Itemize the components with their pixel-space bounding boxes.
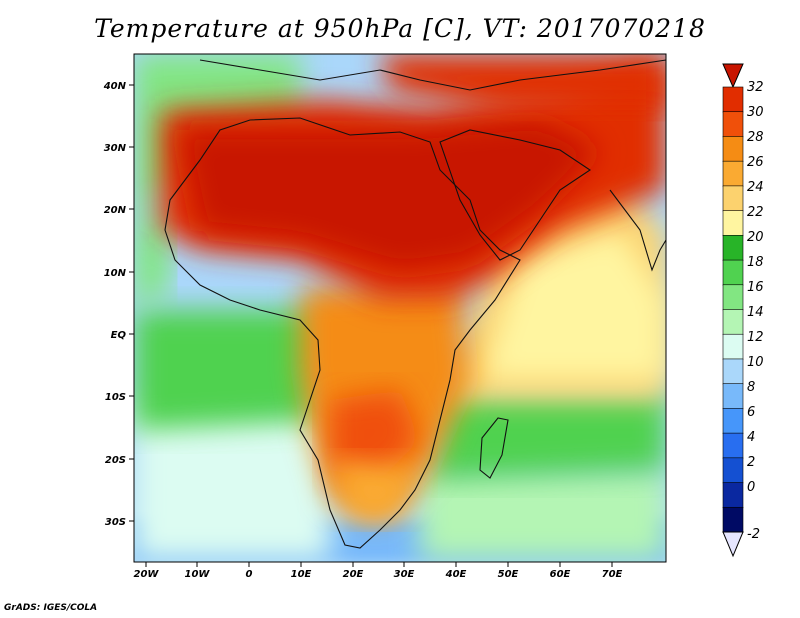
colorbar-segment <box>722 482 744 509</box>
colorbar-max-arrow <box>722 63 744 89</box>
lat-label: 10S <box>105 392 126 403</box>
colorbar-label: 0 <box>747 480 755 495</box>
lon-label: 60E <box>550 569 571 580</box>
colorbar-label: 2 <box>747 455 755 470</box>
colorbar-label: 4 <box>747 430 755 445</box>
lon-label: 70E <box>602 569 623 580</box>
colorbar-segment <box>722 235 744 261</box>
temperature-field <box>134 54 666 562</box>
colorbar-label: 12 <box>747 330 764 345</box>
lat-label: 40N <box>103 81 127 92</box>
colorbar-labels: 32 30 28 26 24 22 20 18 16 14 12 10 8 6 … <box>747 80 764 542</box>
lon-label: 40E <box>445 569 467 580</box>
lon-label: 50E <box>498 569 519 580</box>
colorbar: 32 30 28 26 24 22 20 18 16 14 12 10 8 6 … <box>722 63 764 558</box>
map-frame <box>133 53 667 563</box>
colorbar-label: 16 <box>747 280 764 295</box>
colorbar-segment <box>722 358 744 385</box>
colorbar-segment <box>722 309 744 336</box>
colorbar-segment <box>722 408 744 434</box>
colorbar-segment <box>722 210 744 237</box>
lat-label: 30S <box>105 517 126 528</box>
lat-label: 30N <box>104 143 127 154</box>
arabia-coastline <box>439 129 591 261</box>
lat-label: EQ <box>111 330 127 341</box>
colorbar-label: 26 <box>747 155 764 170</box>
colorbar-segment <box>722 185 744 212</box>
colorbar-label: 6 <box>747 405 755 420</box>
colorbar-label: 28 <box>747 130 764 145</box>
colorbar-segment <box>722 160 744 187</box>
colorbar-label: 14 <box>747 305 764 320</box>
grads-credit: GrADS: IGES/COLA <box>4 603 98 613</box>
longitude-labels: 20W 10W 0 10E 20E 30E 40E 50E 60E 70E <box>134 569 623 580</box>
lon-label: 20W <box>134 569 160 580</box>
colorbar-segment <box>722 383 744 410</box>
colorbar-segments <box>722 86 744 533</box>
africa-coastline <box>164 117 521 549</box>
colorbar-min-arrow <box>722 531 744 558</box>
colorbar-label: -2 <box>747 527 760 542</box>
colorbar-segment <box>722 457 744 484</box>
lat-label: 10N <box>104 268 127 279</box>
colorbar-label: 32 <box>747 80 764 95</box>
colorbar-segment <box>722 111 744 138</box>
colorbar-label: 24 <box>747 180 764 195</box>
lat-label: 20N <box>104 205 127 216</box>
axis-ticks <box>129 84 613 567</box>
colorbar-label: 20 <box>747 230 764 245</box>
lat-label: 20S <box>105 455 126 466</box>
europe-coastline <box>199 59 666 91</box>
lon-label: 10W <box>185 569 211 580</box>
colorbar-segment <box>722 259 744 286</box>
colorbar-label: 22 <box>747 205 764 220</box>
colorbar-segment <box>722 432 744 459</box>
colorbar-label: 18 <box>747 255 764 270</box>
colorbar-segment <box>722 333 744 360</box>
madagascar-coastline <box>479 417 509 479</box>
map-title: Temperature at 950hPa [C], VT: 201707021… <box>94 14 706 43</box>
lon-label: 20E <box>343 569 364 580</box>
latitude-labels: 40N 30N 20N 10N EQ 10S 20S 30S <box>103 81 127 528</box>
colorbar-segment <box>722 506 744 533</box>
lon-label: 30E <box>394 569 415 580</box>
india-coastline <box>609 189 666 272</box>
lon-label: 10E <box>291 569 312 580</box>
lon-label: 0 <box>246 569 253 580</box>
colorbar-label: 10 <box>747 355 764 370</box>
colorbar-segment <box>722 86 744 113</box>
colorbar-label: 8 <box>747 380 755 395</box>
colorbar-label: 30 <box>747 105 764 120</box>
colorbar-segment <box>722 284 744 311</box>
colorbar-segment <box>722 136 744 162</box>
coastlines <box>164 59 666 549</box>
